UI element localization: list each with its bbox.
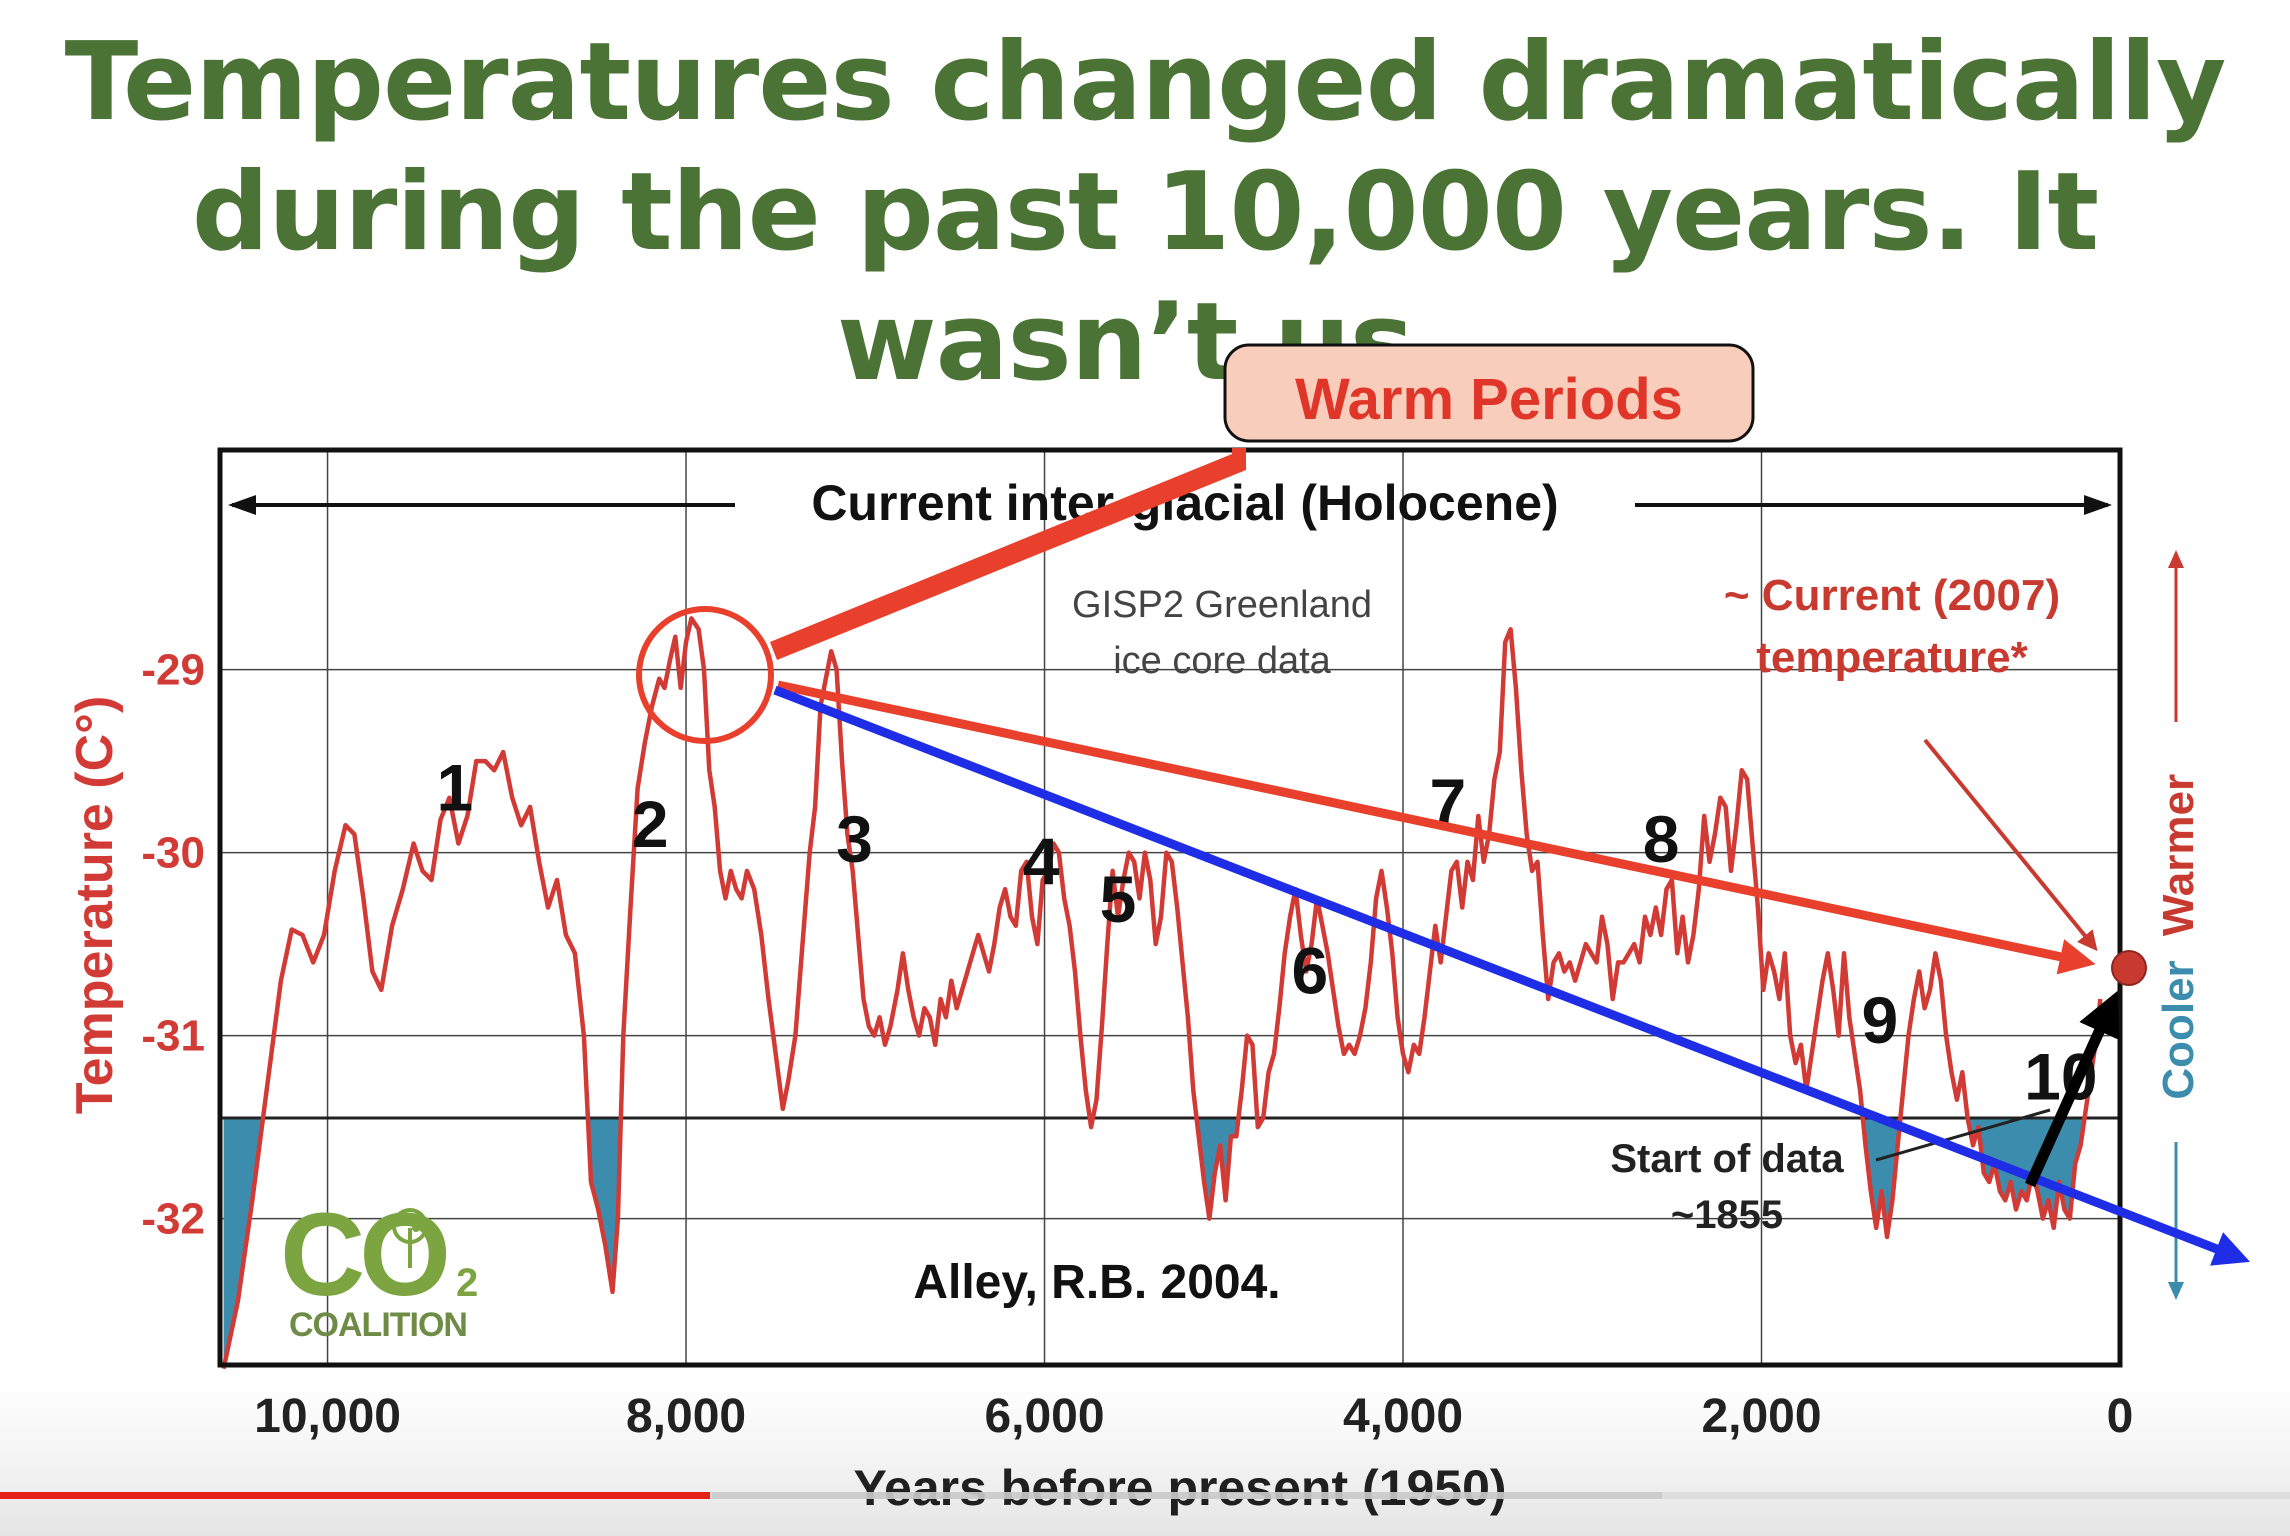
callout-box (1223, 343, 1755, 443)
warmer-arrowhead (2168, 550, 2184, 568)
current-label-line: temperature* (1756, 633, 2028, 682)
y-tick-labels: -29 -30 -31 -32 (141, 646, 205, 1244)
cooler-arrowhead (2168, 1282, 2184, 1300)
warm-period-number: 9 (1861, 983, 1898, 1057)
cold-period-fill (587, 1117, 621, 1292)
x-tick-label: 0 (2107, 1390, 2134, 1443)
co2-coalition-logo: CO 2 COALITION (280, 1189, 478, 1344)
callout-connector (770, 448, 1246, 660)
highlight-circle (636, 606, 774, 744)
warm-period-number: 1 (436, 751, 473, 825)
logo-name: COALITION (289, 1306, 467, 1344)
temperature-curve (221, 616, 2103, 1370)
y-tick-label: -30 (141, 829, 205, 878)
citation: Alley, R.B. 2004. (913, 1256, 1280, 1309)
warm-period-number: 5 (1100, 862, 1137, 936)
warm-period-number: 6 (1291, 934, 1328, 1008)
video-played-bar (0, 1492, 710, 1499)
current-label-line: ~ Current (2007) (1724, 571, 2060, 620)
holocene-arrowhead-left (228, 495, 256, 515)
x-tick-label: 2,000 (1701, 1390, 1821, 1443)
source-note: GISP2 Greenland ice core data (1072, 584, 1372, 682)
x-tick-labels: 10,000 8,000 6,000 4,000 2,000 0 (254, 1390, 2133, 1443)
holocene-arrowhead-right (2084, 495, 2112, 515)
start-of-data-pointer (1875, 1108, 2051, 1162)
y-tick-label: -29 (141, 646, 205, 695)
warm-period-number: 8 (1643, 802, 1680, 876)
warm-period-number: 3 (836, 802, 873, 876)
current-temperature-label: ~ Current (2007) temperature* (1724, 571, 2060, 682)
video-buffered-bar (712, 1492, 1662, 1499)
start-label-line: Start of data (1610, 1137, 1844, 1181)
source-note-line: ice core data (1113, 640, 1331, 682)
warm-periods-annotation: Warm Periods (636, 343, 1755, 744)
warmer-label: Warmer (2154, 774, 2203, 936)
red-trend-arrow (777, 680, 2096, 975)
y-axis-title: Temperature (C°) (66, 696, 124, 1115)
start-label-line: ~1855 (1671, 1193, 1783, 1237)
x-tick-label: 4,000 (1343, 1390, 1463, 1443)
current-temperature-pointer (1923, 738, 2098, 952)
y-tick-label: -32 (141, 1195, 205, 1244)
x-tick-label: 8,000 (626, 1390, 746, 1443)
warm-period-number: 4 (1023, 824, 1060, 898)
x-tick-label: 10,000 (254, 1390, 401, 1443)
black-pointer-arrow (2024, 990, 2120, 1188)
plot-frame (217, 447, 2123, 1368)
slide-title: Temperatures changed dramatically during… (64, 20, 2227, 405)
logo-subscript: 2 (456, 1261, 478, 1305)
current-temperature-dot (2111, 950, 2147, 986)
logo-co-text: CO (280, 1189, 446, 1321)
y-tick-label: -31 (141, 1012, 205, 1061)
start-of-data-label: Start of data ~1855 (1610, 1137, 1844, 1237)
x-axis-title: Years before present (1950) (853, 1460, 1506, 1516)
video-progress-bar[interactable] (0, 1492, 2290, 1499)
x-tick-label: 6,000 (984, 1390, 1104, 1443)
callout-label: Warm Periods (1295, 367, 1683, 432)
source-note-line: GISP2 Greenland (1072, 584, 1372, 626)
blue-trend-arrow (773, 685, 2251, 1266)
plot-background (220, 450, 2120, 1365)
cooler-label: Cooler (2154, 960, 2203, 1099)
tree-icon (392, 1208, 428, 1268)
warm-period-number: 2 (632, 787, 669, 861)
